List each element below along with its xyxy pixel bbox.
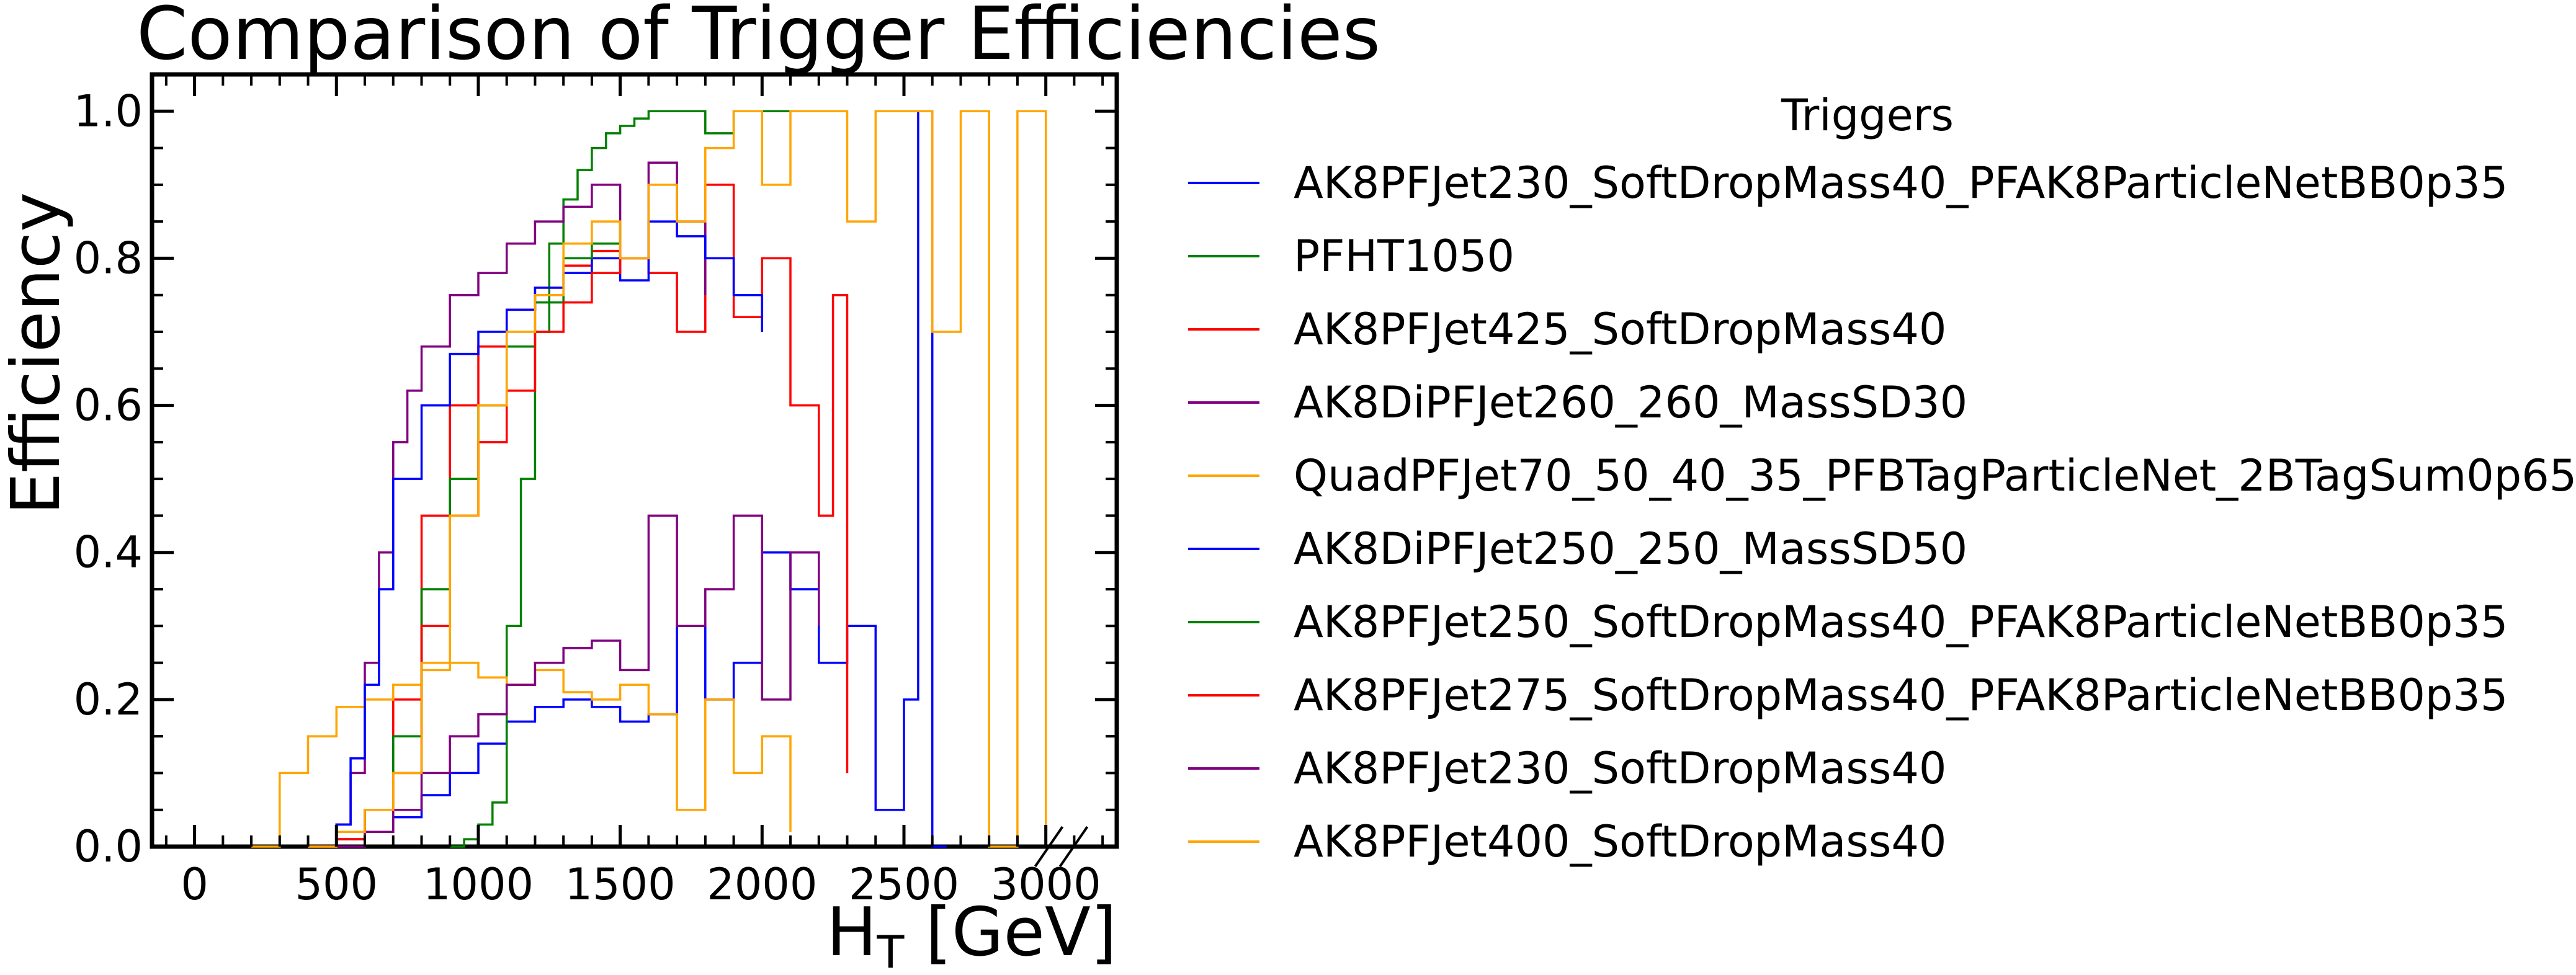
legend-label: AK8PFJet275_SoftDropMass40_PFAK8Particle…	[1294, 670, 2508, 721]
x-tick-label: 2500	[849, 859, 959, 910]
y-ticks: 0.0 0.2 0.4 0.6 0.8 1.0	[74, 86, 1117, 872]
series-line-3	[308, 184, 849, 848]
series-line-7	[308, 221, 622, 848]
y-tick-label: 0.8	[74, 233, 143, 283]
x-axis-label-rest: [GeV]	[904, 894, 1117, 971]
legend-label: AK8DiPFJet260_260_MassSD30	[1294, 377, 1967, 428]
plot-frame	[150, 72, 1119, 849]
legend-label: QuadPFJet70_50_40_35_PFBTagParticleNet_2…	[1294, 450, 2576, 501]
axis-break-slash	[1058, 826, 1089, 868]
axis-break-marker	[1034, 826, 1089, 868]
legend-item: AK8DiPFJet260_260_MassSD30	[1188, 377, 1967, 428]
legend-item: AK8PFJet230_SoftDropMass40	[1188, 743, 1946, 794]
axis-break-slash	[1034, 826, 1064, 868]
legend-item: AK8PFJet275_SoftDropMass40_PFAK8Particle…	[1188, 670, 2508, 721]
y-tick-label: 0.4	[74, 527, 143, 578]
legend-item: PFHT1050	[1188, 231, 1514, 282]
series-line-2	[450, 110, 819, 848]
series-line-6	[308, 220, 764, 848]
legend-item: AK8PFJet400_SoftDropMass40	[1188, 816, 1946, 867]
legend-item: AK8DiPFJet250_250_MassSD50	[1188, 523, 1967, 574]
legend-items: AK8PFJet230_SoftDropMass40_PFAK8Particle…	[1188, 158, 2576, 867]
x-tick-label: 3000	[991, 859, 1101, 910]
legend-title: Triggers	[1781, 90, 1954, 141]
legend-item: AK8PFJet250_SoftDropMass40_PFAK8Particle…	[1188, 597, 2508, 648]
series-line-5	[251, 661, 792, 848]
series-line-10	[308, 110, 1047, 848]
plot-area: 0 500 1000 1500 2000 2500 3000 0.0 0.2 0.4 0.6 0.8…	[74, 72, 1119, 910]
legend-label: AK8PFJet250_SoftDropMass40_PFAK8Particle…	[1294, 597, 2508, 648]
legend-label: AK8PFJet425_SoftDropMass40	[1294, 304, 1946, 355]
x-axis-label-main: H	[826, 894, 877, 971]
legend-label: AK8PFJet230_SoftDropMass40_PFAK8Particle…	[1294, 158, 2508, 208]
y-tick-label: 0.0	[74, 821, 143, 872]
x-tick-label: 0	[181, 859, 208, 910]
legend: Triggers AK8PFJet230_SoftDropMass40_PFAK…	[1188, 90, 2576, 867]
x-ticks: 0 500 1000 1500 2000 2500 3000	[164, 74, 1104, 910]
x-axis-label-sub: T	[876, 926, 905, 975]
x-tick-label: 1500	[565, 859, 676, 910]
series-line-9	[336, 514, 820, 848]
x-axis-label: HT [GeV]	[826, 894, 1117, 975]
legend-label: PFHT1050	[1294, 231, 1514, 282]
legend-label: AK8PFJet400_SoftDropMass40	[1294, 816, 1946, 867]
y-axis-label: Efficiency	[0, 192, 75, 515]
y-tick-label: 0.2	[74, 674, 143, 725]
series-layer	[251, 110, 1047, 848]
legend-item: AK8PFJet230_SoftDropMass40_PFAK8Particle…	[1188, 158, 2508, 208]
legend-item: AK8PFJet425_SoftDropMass40	[1188, 304, 1946, 355]
x-tick-label: 1000	[423, 859, 534, 910]
legend-item: QuadPFJet70_50_40_35_PFBTagParticleNet_2…	[1188, 450, 2576, 501]
y-tick-label: 1.0	[74, 86, 143, 136]
x-tick-label: 2000	[707, 859, 817, 910]
y-tick-label: 0.6	[74, 380, 143, 431]
legend-label: AK8PFJet230_SoftDropMass40	[1294, 743, 1946, 794]
legend-label: AK8DiPFJet250_250_MassSD50	[1294, 523, 1967, 574]
x-tick-label: 500	[295, 859, 378, 910]
chart-title: Comparison of Trigger Efficiencies	[136, 0, 1380, 76]
